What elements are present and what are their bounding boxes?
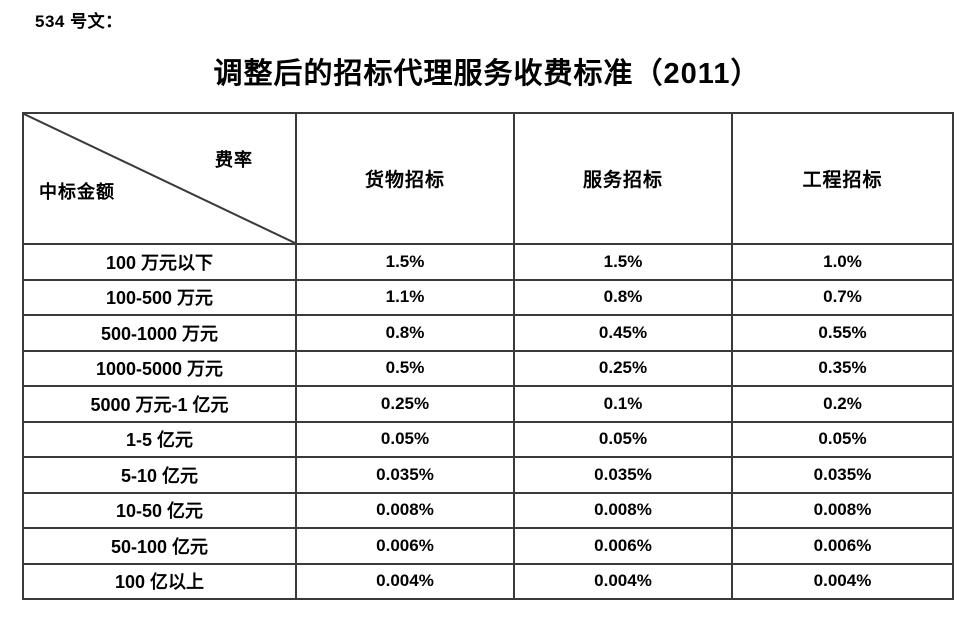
table-row: 100 万元以下 1.5% 1.5% 1.0%	[22, 243, 954, 281]
fee-value: 0.006%	[731, 527, 954, 565]
fee-value: 1.1%	[295, 278, 515, 316]
fee-value: 0.5%	[295, 349, 515, 387]
row-label: 1-5 亿元	[22, 420, 297, 458]
table-row: 100 亿以上 0.004% 0.004% 0.004%	[22, 562, 954, 600]
table-row: 1000-5000 万元 0.5% 0.25% 0.35%	[22, 349, 954, 387]
doc-number-label: 534 号文：	[35, 12, 123, 31]
row-label: 5-10 亿元	[22, 456, 297, 494]
row-label: 100 万元以下	[22, 243, 297, 281]
fee-value: 0.004%	[731, 562, 954, 600]
row-label: 500-1000 万元	[22, 314, 297, 352]
row-label: 100-500 万元	[22, 278, 297, 316]
fee-value: 0.8%	[295, 314, 515, 352]
row-label: 10-50 亿元	[22, 491, 297, 529]
fee-value: 0.05%	[731, 420, 954, 458]
row-label: 5000 万元-1 亿元	[22, 385, 297, 423]
table-row: 10-50 亿元 0.008% 0.008% 0.008%	[22, 491, 954, 529]
fee-value: 0.006%	[513, 527, 733, 565]
fee-value: 0.035%	[731, 456, 954, 494]
fee-value: 0.035%	[295, 456, 515, 494]
fee-value: 0.25%	[295, 385, 515, 423]
table-row: 500-1000 万元 0.8% 0.45% 0.55%	[22, 314, 954, 352]
fee-value: 0.035%	[513, 456, 733, 494]
fee-value: 1.5%	[295, 243, 515, 281]
table-row: 5-10 亿元 0.035% 0.035% 0.035%	[22, 456, 954, 494]
fee-value: 0.006%	[295, 527, 515, 565]
column-header-engineering-tender: 工程招标	[731, 112, 954, 245]
fee-value: 0.35%	[731, 349, 954, 387]
fee-value: 0.25%	[513, 349, 733, 387]
diagonal-line-icon	[24, 114, 295, 243]
row-label: 50-100 亿元	[22, 527, 297, 565]
table-row: 100-500 万元 1.1% 0.8% 0.7%	[22, 278, 954, 316]
page-title: 调整后的招标代理服务收费标准（2011）	[213, 58, 761, 90]
fee-value: 1.5%	[513, 243, 733, 281]
fee-value: 0.05%	[513, 420, 733, 458]
fee-value: 0.7%	[731, 278, 954, 316]
corner-label-bid-amount: 中标金额	[39, 182, 115, 202]
row-label: 100 亿以上	[22, 562, 297, 600]
column-header-service-tender: 服务招标	[513, 112, 733, 245]
fee-value: 0.05%	[295, 420, 515, 458]
header-row: 费率 中标金额 货物招标 服务招标 工程招标	[22, 112, 954, 245]
fee-rate-table: 费率 中标金额 货物招标 服务招标 工程招标 100 万元以下 1.5% 1.5…	[22, 112, 954, 600]
table-row: 50-100 亿元 0.006% 0.006% 0.006%	[22, 527, 954, 565]
corner-label-rate: 费率	[215, 150, 253, 170]
fee-value: 0.8%	[513, 278, 733, 316]
fee-value: 0.55%	[731, 314, 954, 352]
table-row: 1-5 亿元 0.05% 0.05% 0.05%	[22, 420, 954, 458]
table-row: 5000 万元-1 亿元 0.25% 0.1% 0.2%	[22, 385, 954, 423]
fee-value: 0.008%	[513, 491, 733, 529]
corner-header-cell: 费率 中标金额	[22, 112, 297, 245]
fee-value: 0.008%	[295, 491, 515, 529]
fee-value: 0.008%	[731, 491, 954, 529]
fee-value: 0.004%	[295, 562, 515, 600]
fee-value: 0.2%	[731, 385, 954, 423]
row-label: 1000-5000 万元	[22, 349, 297, 387]
fee-value: 0.004%	[513, 562, 733, 600]
column-header-goods-tender: 货物招标	[295, 112, 515, 245]
fee-value: 0.1%	[513, 385, 733, 423]
fee-value: 0.45%	[513, 314, 733, 352]
fee-value: 1.0%	[731, 243, 954, 281]
